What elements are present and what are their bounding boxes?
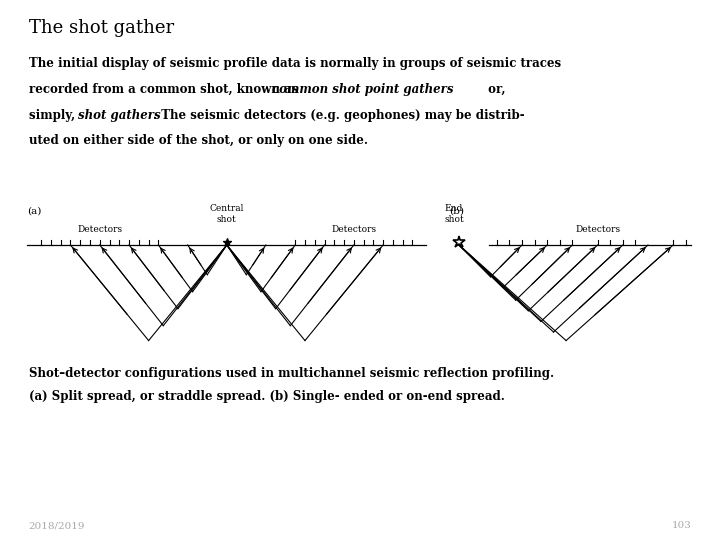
Text: or,: or,: [484, 83, 505, 96]
Text: End
shot: End shot: [444, 204, 464, 224]
Text: uted on either side of the shot, or only on one side.: uted on either side of the shot, or only…: [29, 134, 368, 147]
Text: Detectors: Detectors: [331, 225, 377, 234]
Text: (b): (b): [449, 206, 464, 215]
Text: The shot gather: The shot gather: [29, 19, 174, 37]
Text: Detectors: Detectors: [77, 225, 122, 234]
Text: Central
shot: Central shot: [210, 204, 244, 224]
Text: shot gathers: shot gathers: [78, 109, 161, 122]
Text: recorded from a common shot, known as: recorded from a common shot, known as: [29, 83, 302, 96]
Text: simply,: simply,: [29, 109, 84, 122]
Text: Detectors: Detectors: [575, 225, 620, 234]
Text: . The seismic detectors (e.g. geophones) may be distrib-: . The seismic detectors (e.g. geophones)…: [153, 109, 525, 122]
Text: 2018/2019: 2018/2019: [29, 521, 85, 530]
Text: The initial display of seismic profile data is normally in groups of seismic tra: The initial display of seismic profile d…: [29, 57, 561, 70]
Text: Shot–detector configurations used in multichannel seismic reflection profiling.: Shot–detector configurations used in mul…: [29, 367, 554, 380]
Text: common shot point gathers: common shot point gathers: [272, 83, 454, 96]
Text: 103: 103: [671, 521, 691, 530]
Text: (a) Split spread, or straddle spread. (b) Single- ended or on-end spread.: (a) Split spread, or straddle spread. (b…: [29, 390, 505, 403]
Text: (a): (a): [27, 206, 42, 215]
